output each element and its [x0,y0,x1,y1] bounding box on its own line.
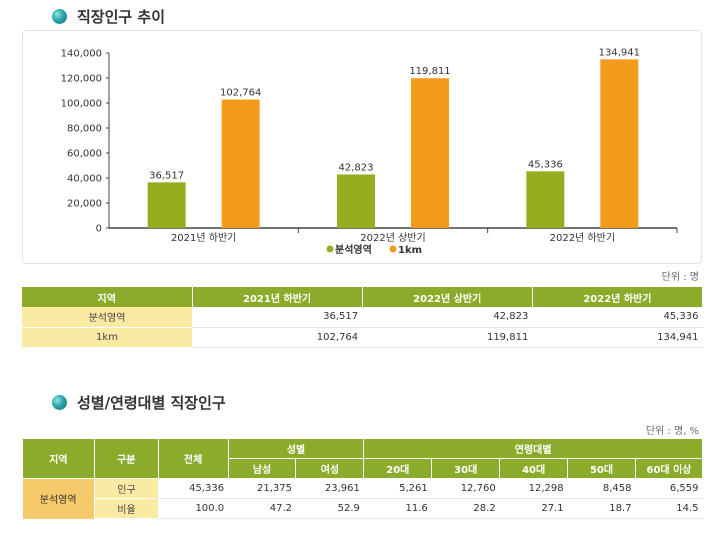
table-cell: 27.1 [499,498,568,519]
header-age: 연령대별 [363,438,703,459]
table-cell: 134,941 [532,327,703,348]
data-label: 134,941 [599,47,640,58]
y-tick-label: 120,000 [61,74,102,85]
row-label: 분석영역 [22,307,192,328]
section-title-gender-age: 성별/연령대별 직장인구 [52,392,226,413]
header-male: 남성 [227,458,297,479]
table-cell: 52.9 [295,498,364,519]
trend-table: 지역 2021년 하반기 2022년 상반기 2022년 하반기 분석영역 36… [22,287,704,348]
header-region: 지역 [22,287,193,307]
y-tick-label: 80,000 [67,124,102,135]
data-label: 45,336 [528,159,563,170]
table-cell: 102,764 [192,327,363,348]
legend-label: 1km [398,245,422,256]
bar [221,99,260,228]
y-tick-label: 20,000 [67,199,102,210]
table-cell: 42,823 [362,307,533,328]
chart-container: 0 20,000 40,000 60,000 80,000 100,000 120,000 1… [22,30,702,264]
row-label: 비율 [94,498,159,519]
header-period: 2022년 상반기 [362,287,533,307]
bar [526,171,565,228]
header-age-group: 20대 [363,458,433,479]
table-header-row: 지역 구분 전체 성별 연령대별 [22,438,703,479]
data-label: 102,764 [220,88,261,99]
header-region: 지역 [22,438,95,479]
x-tick-label: 2022년 하반기 [550,231,615,244]
header-category: 구분 [93,438,159,479]
table-cell: 12,760 [431,478,500,499]
bullet-icon [52,9,67,24]
bar-chart: 0 20,000 40,000 60,000 80,000 100,000 120,000 1… [61,47,678,256]
table-cell: 18.7 [567,498,636,519]
unit-label: 단위 : 명 [661,272,699,283]
table-cell: 36,517 [192,307,363,328]
table-cell: 14.5 [635,498,703,519]
y-tick-label: 40,000 [67,174,102,185]
table-cell: 119,811 [362,327,533,348]
unit-label: 단위 : 명, % [645,426,699,437]
bar [411,78,449,228]
header-female: 여성 [295,458,365,479]
header-period: 2021년 하반기 [192,287,363,307]
row-label: 1km [22,327,192,348]
header-gender: 성별 [227,438,365,459]
table-header-row: 남성 여성 20대 30대 40대 50대 60대 이상 [23,458,704,479]
header-age-group: 60대 이상 [634,458,704,479]
y-tick-label: 140,000 [61,49,102,60]
table-cell: 6,559 [635,478,703,499]
header-age-group: 50대 [567,458,636,479]
table-cell: 11.6 [363,498,432,519]
table-row: 비율 100.0 47.2 52.9 11.6 28.2 27.1 18.7 1… [23,498,703,519]
section-title-text: 직장인구 추이 [77,8,166,26]
bullet-icon [52,395,67,410]
region-cell: 분석영역 [22,478,95,519]
bar [147,182,186,228]
table-row: 분석영역 36,517 42,823 45,336 [22,307,703,328]
bar [337,174,375,228]
table-cell: 23,961 [295,478,364,499]
x-tick-label: 2022년 상반기 [360,232,425,244]
table-header-row: 지역 2021년 하반기 2022년 상반기 2022년 하반기 [22,287,704,307]
section-title-trend: 직장인구 추이 [52,6,165,27]
header-age-group: 30대 [431,458,501,479]
y-tick-label: 100,000 [61,99,102,110]
y-tick-label: 0 [96,224,102,235]
header-age-group: 40대 [499,458,569,479]
table-cell: 5,261 [363,478,432,499]
table-cell: 21,375 [228,478,296,499]
legend-marker [326,245,334,253]
table-cell: 47.2 [228,498,296,519]
data-label: 42,823 [339,162,374,173]
row-label: 인구 [94,478,159,499]
data-label: 36,517 [149,170,184,181]
legend-label: 분석영역 [335,243,372,256]
bar [600,59,639,229]
table-cell: 12,298 [499,478,568,499]
gender-age-table: 지역 구분 전체 성별 연령대별 남성 여성 20대 30대 40대 50대 6… [22,438,704,519]
header-total: 전체 [157,438,229,479]
legend-marker [389,245,397,253]
y-tick-label: 60,000 [67,149,102,160]
table-cell: 45,336 [532,307,703,328]
table-cell: 45,336 [158,478,229,499]
table-cell: 28.2 [431,498,500,519]
section-title-text: 성별/연령대별 직장인구 [77,394,226,412]
data-label: 119,811 [409,66,450,77]
table-row: 1km 102,764 119,811 134,941 [22,327,703,348]
table-row: 분석영역 인구 45,336 21,375 23,961 5,261 12,76… [22,478,703,519]
header-period: 2022년 하반기 [532,287,704,307]
table-cell: 8,458 [567,478,636,499]
table-cell: 100.0 [158,498,229,519]
x-tick-label: 2021년 하반기 [171,231,236,244]
